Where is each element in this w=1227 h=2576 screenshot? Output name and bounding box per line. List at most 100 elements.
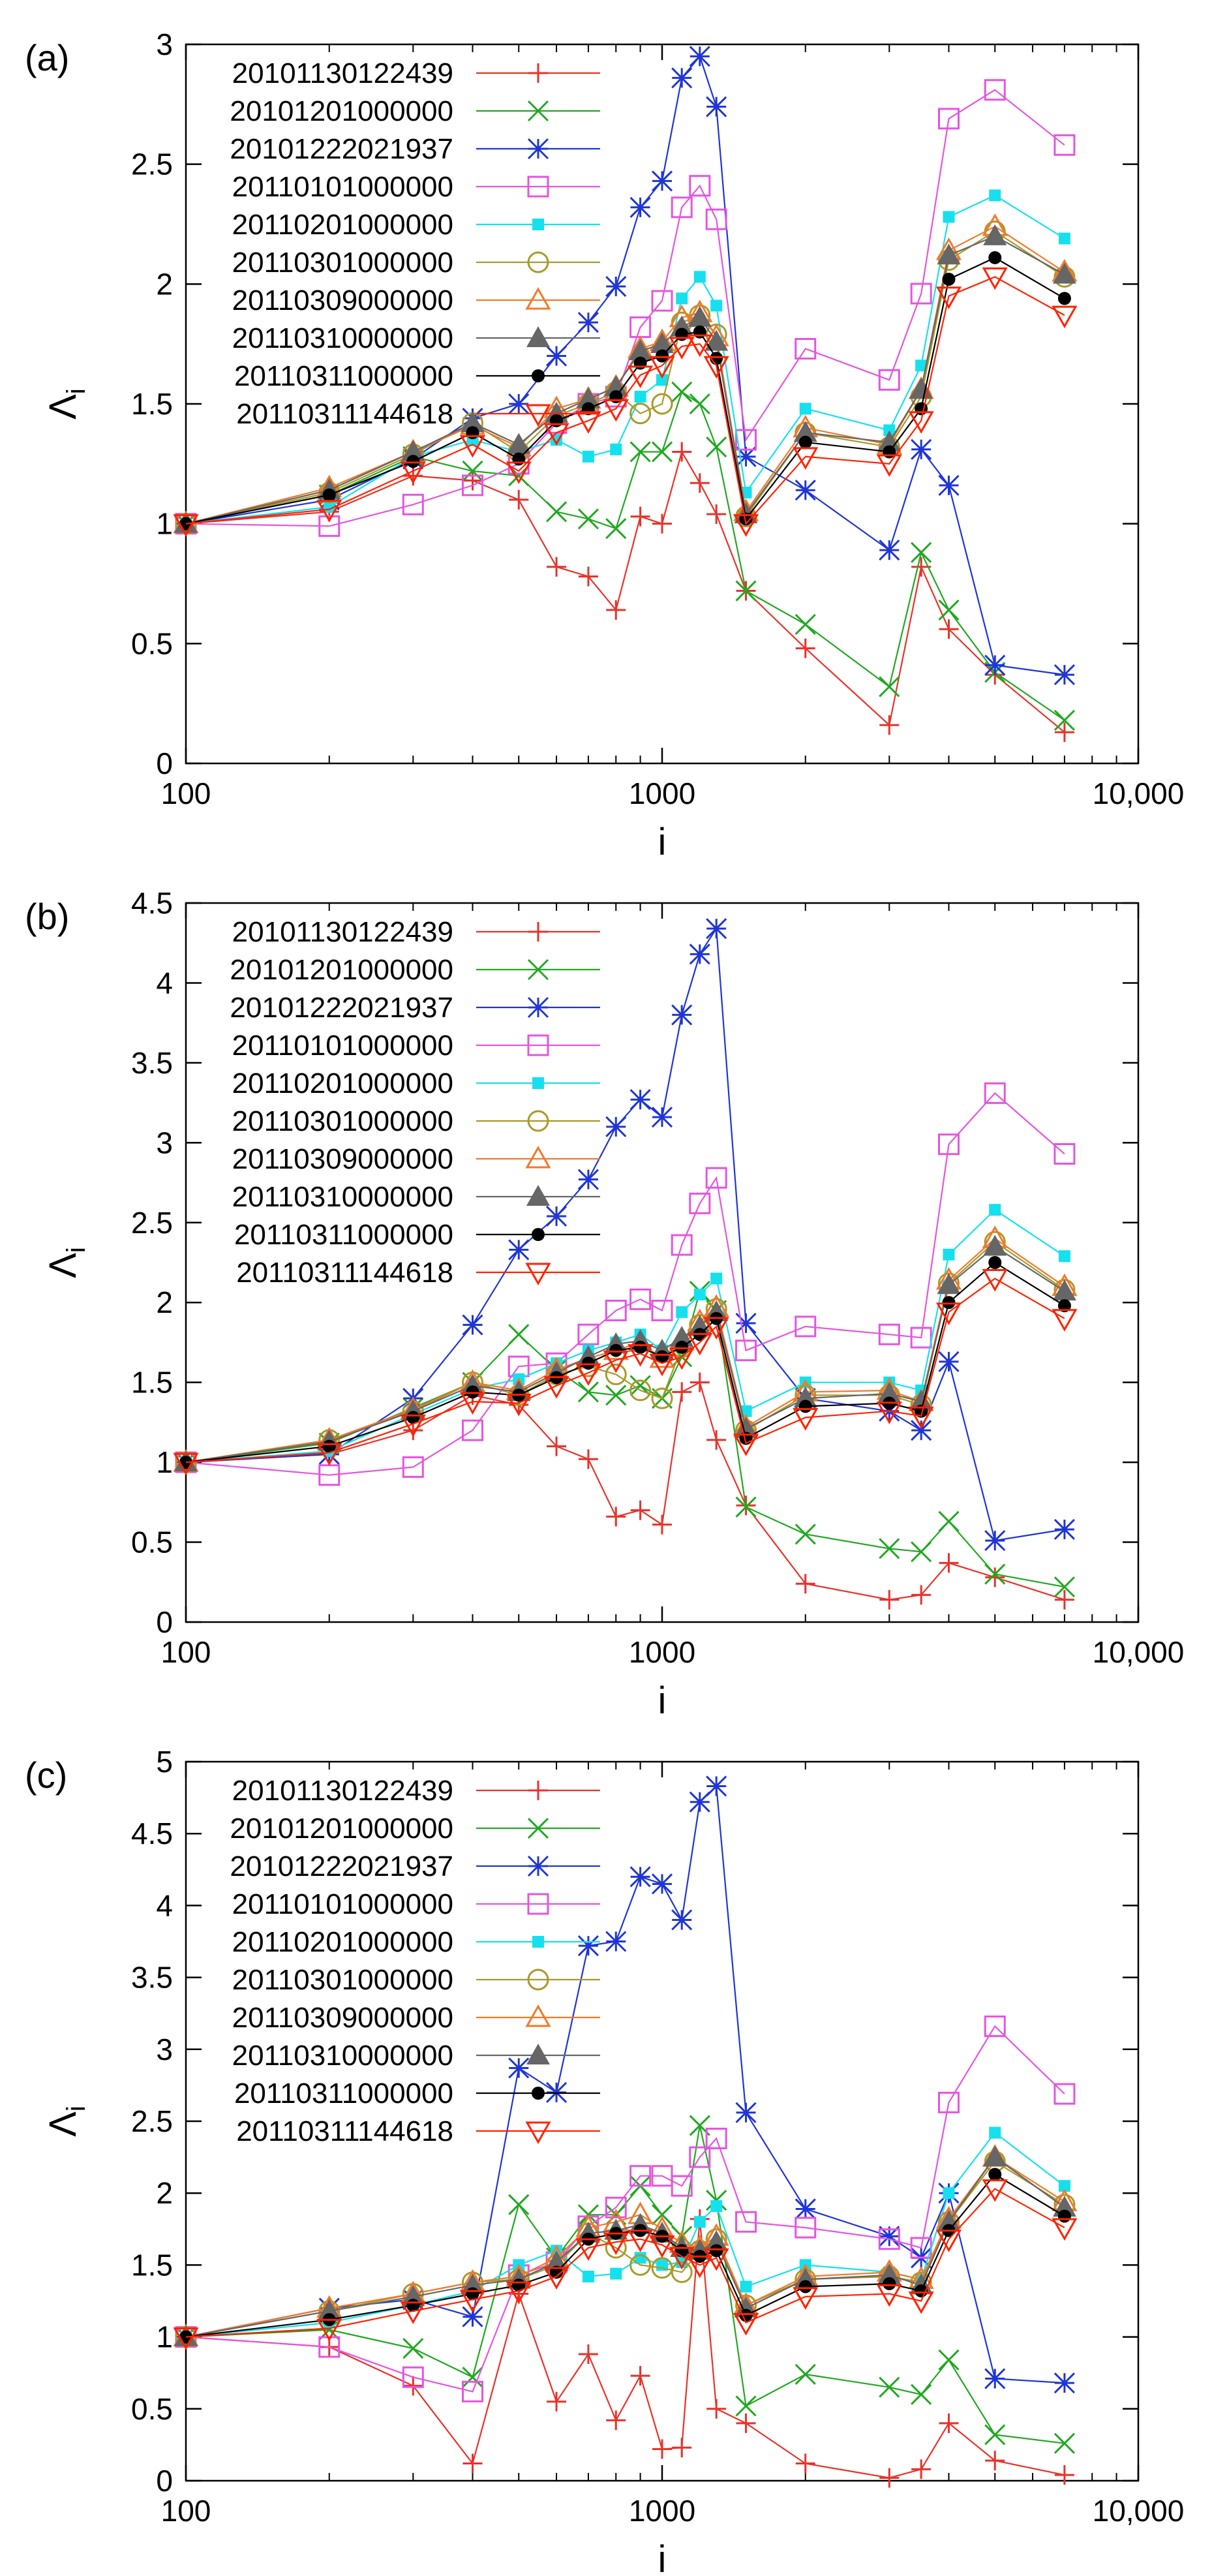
data-point [676, 292, 688, 305]
data-point [633, 1340, 647, 1354]
data-point [675, 2244, 689, 2258]
legend-marker [532, 369, 545, 382]
data-point [672, 2438, 692, 2458]
data-point [402, 2338, 424, 2359]
data-point [1053, 1142, 1076, 1165]
data-point [318, 515, 341, 537]
data-point [316, 500, 342, 523]
series-1 [176, 1372, 1074, 1610]
legend-marker [527, 958, 549, 981]
legend-label: 20110201000000 [232, 1067, 453, 1099]
data-point [629, 1866, 651, 1888]
data-point [462, 2453, 483, 2474]
data-point [911, 542, 932, 563]
data-point [877, 430, 901, 452]
data-point [735, 446, 757, 467]
y-tick-label: 3.5 [131, 1046, 173, 1080]
data-point [671, 2175, 693, 2197]
legend-marker [528, 63, 548, 83]
data-point [606, 600, 626, 620]
legend-marker [532, 1228, 545, 1241]
data-point [795, 613, 816, 636]
y-axis-label: Λi [42, 1247, 91, 1278]
data-point [651, 441, 673, 463]
data-point [547, 1436, 567, 1456]
legend-label: 20101201000000 [230, 1813, 453, 1845]
data-point [576, 387, 600, 408]
chart-panel-c: (c) 0 0.5 1 1.5 2 2.5 3 3.5 4 4.5 5 100 1000 10,000 i Λi… [0, 1717, 1227, 2576]
legend-marker [527, 1110, 549, 1132]
data-point [693, 271, 706, 283]
data-point [179, 2330, 192, 2344]
data-point [547, 2391, 567, 2412]
data-point [688, 1314, 712, 1336]
data-point [703, 356, 729, 379]
x-tick-label: 100 [161, 1635, 211, 1669]
data-point [710, 352, 723, 365]
data-point [604, 375, 628, 397]
data-point [793, 447, 819, 470]
data-point [656, 374, 668, 386]
legend-label: 20110310000000 [232, 1181, 453, 1213]
data-point [676, 1306, 688, 1318]
data-point [173, 2327, 199, 2350]
data-point [877, 2263, 901, 2284]
data-point [577, 1169, 599, 1190]
data-point [651, 2204, 673, 2226]
legend-marker [532, 2087, 545, 2100]
y-tick-label: 2.5 [131, 1206, 173, 1240]
data-point [984, 654, 1006, 676]
legend-label: 20110101000000 [232, 171, 453, 203]
data-point [689, 1192, 711, 1214]
y-axis-label: Λi [42, 388, 91, 420]
data-point [689, 46, 710, 67]
y-tick-label: 4.5 [131, 886, 173, 920]
legend-marker [525, 404, 551, 427]
data-point [318, 2336, 341, 2358]
data-point [1058, 2180, 1070, 2192]
data-point [911, 1420, 932, 1441]
data-point [543, 423, 569, 446]
data-point [316, 2318, 342, 2342]
legend-label: 20110309000000 [232, 284, 453, 316]
legend-marker [525, 1263, 551, 1286]
data-point [704, 2230, 729, 2252]
data-point [605, 1385, 627, 1406]
data-point [671, 1909, 693, 1931]
data-point [693, 2216, 706, 2228]
y-axis-label-main: Λ [42, 394, 84, 420]
data-point [609, 1343, 623, 1357]
data-point [606, 1507, 626, 1527]
data-point [629, 441, 651, 463]
data-point [675, 1340, 689, 1354]
x-tick-label: 100 [161, 776, 211, 810]
data-point [943, 2187, 955, 2200]
data-point [630, 506, 650, 527]
data-point [983, 224, 1007, 245]
data-point [462, 2367, 483, 2388]
y-tick-label: 0 [156, 2464, 173, 2498]
y-tick-label: 0.5 [131, 1526, 173, 1559]
series-line [185, 2218, 1065, 2479]
data-point [735, 580, 757, 602]
data-point [652, 2439, 672, 2459]
data-point [629, 196, 651, 218]
data-point [634, 390, 646, 403]
data-point [545, 501, 568, 523]
x-tick-label: 10,000 [1093, 1635, 1185, 1669]
data-point [675, 328, 689, 341]
y-tick-label: 0 [156, 746, 173, 780]
y-tick-label: 0 [156, 1605, 173, 1639]
data-point [629, 1379, 652, 1402]
data-point [402, 2366, 424, 2388]
data-point [983, 2145, 1007, 2167]
legend-label: 20101222021937 [230, 1850, 453, 1882]
series-10 [173, 1268, 1078, 1476]
data-point [506, 2281, 532, 2305]
data-point [1052, 1280, 1076, 1301]
data-point [630, 1500, 650, 1520]
data-point [462, 474, 484, 497]
legend-marker [528, 922, 548, 942]
data-point [693, 1288, 706, 1300]
